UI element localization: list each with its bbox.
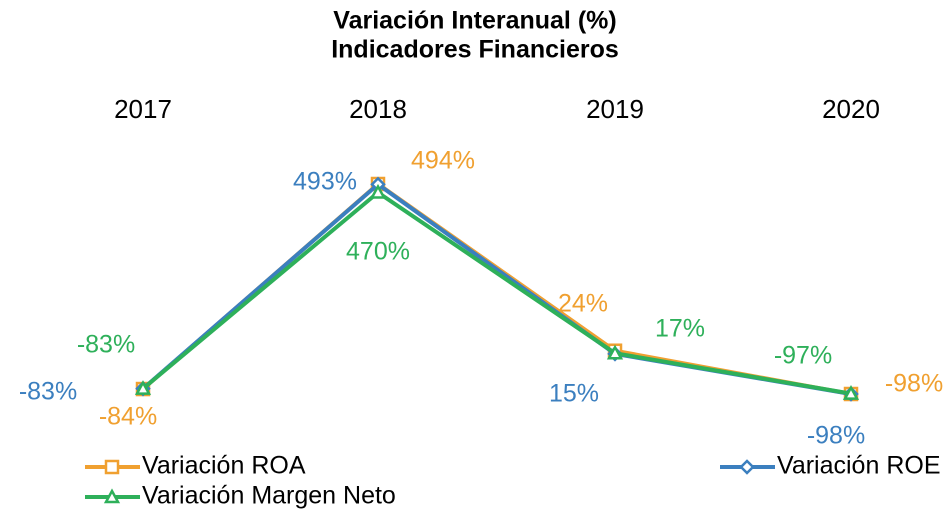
marker xyxy=(842,385,860,400)
chart-title: Variación Interanual (%) xyxy=(333,7,616,35)
legend-item: Variación ROE xyxy=(720,452,941,480)
legend-item: Variación Margen Neto xyxy=(85,482,396,510)
marker xyxy=(134,380,152,395)
line xyxy=(141,182,852,396)
data-label: 470% xyxy=(346,238,410,266)
marker xyxy=(104,459,120,475)
marker xyxy=(369,183,387,199)
data-label: 24% xyxy=(558,290,608,318)
x-tick-label: 2020 xyxy=(822,94,880,124)
data-label: 17% xyxy=(655,315,705,343)
data-label: 493% xyxy=(293,168,357,196)
x-tick-label: 2018 xyxy=(349,94,407,124)
legend-item: Variación ROA xyxy=(85,452,306,480)
data-label: -97% xyxy=(774,342,832,370)
chart-subtitle: Indicadores Financieros xyxy=(331,36,619,64)
data-label: -98% xyxy=(885,370,943,398)
legend-label: Variación ROA xyxy=(142,452,306,480)
legend-label: Variación Margen Neto xyxy=(142,482,396,510)
data-label: -83% xyxy=(19,378,77,406)
x-tick-label: 2019 xyxy=(586,94,644,124)
marker xyxy=(103,488,121,504)
legend-label: Variación ROE xyxy=(777,452,941,480)
data-label: 15% xyxy=(549,380,599,408)
line xyxy=(141,190,852,396)
data-label: 494% xyxy=(411,147,475,175)
data-label: -98% xyxy=(807,422,865,450)
marker xyxy=(739,459,755,475)
marker xyxy=(606,344,624,360)
x-tick-label: 2017 xyxy=(114,94,172,124)
data-label: -84% xyxy=(99,403,157,431)
data-label: -83% xyxy=(77,331,135,359)
line xyxy=(141,182,852,396)
